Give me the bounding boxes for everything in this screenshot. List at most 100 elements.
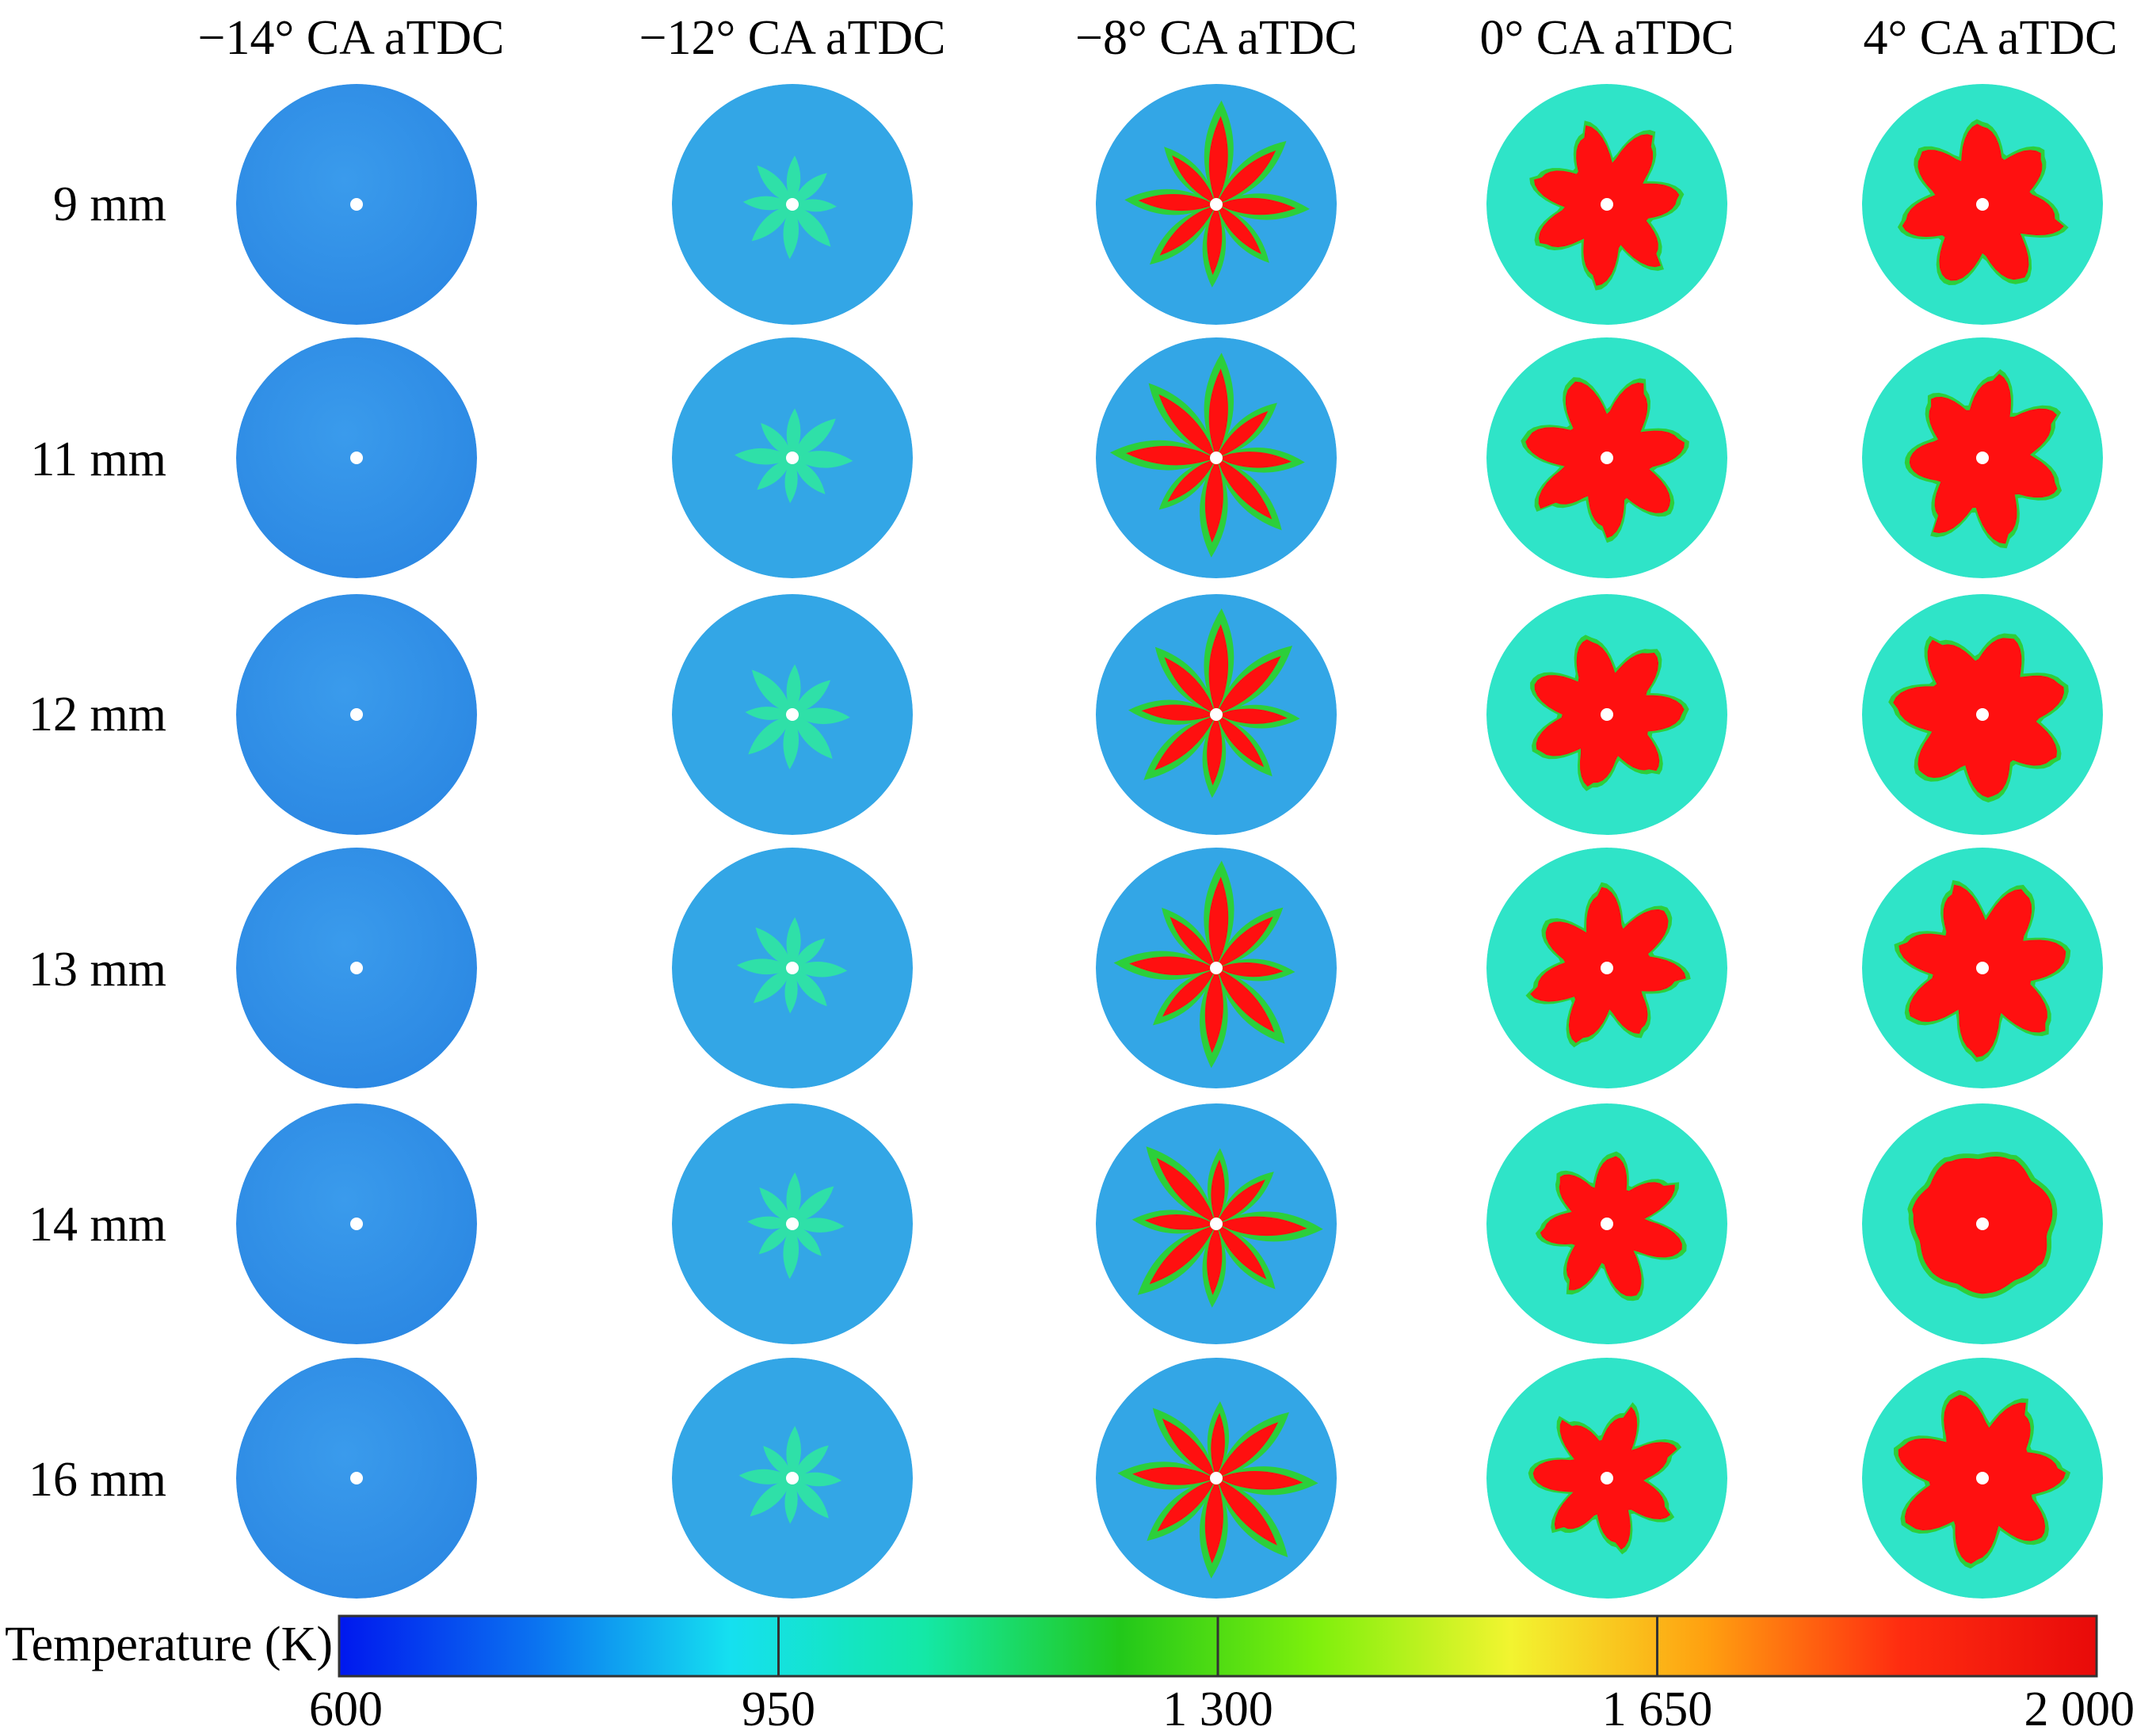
flame-lobe [792, 938, 826, 968]
flame-core [1154, 715, 1216, 771]
colorbar: Temperature (K) 600 950 1 300 1 650 2 000 [5, 1614, 2135, 1734]
flame-core [1216, 452, 1292, 468]
injector-center [786, 1218, 799, 1230]
injector-center [1976, 708, 1989, 721]
flame-lobe [792, 451, 853, 468]
temperature-map [236, 337, 477, 578]
flame-core [1138, 193, 1216, 212]
flame-lobe [792, 968, 827, 1007]
flame-lobe [763, 1446, 792, 1478]
injector-center [1210, 1218, 1223, 1230]
flame-lobe [792, 707, 850, 725]
flame-lobe [792, 1478, 829, 1519]
temperature-map [672, 594, 913, 835]
flame-lobe [792, 1445, 829, 1478]
flame-lobe [757, 165, 792, 204]
temperature-map [1862, 594, 2103, 835]
temperature-map [1862, 1103, 2103, 1344]
flame-core [1216, 458, 1273, 520]
flame-core [1159, 204, 1216, 256]
temperature-map [1486, 848, 1727, 1088]
flame-core [1216, 197, 1296, 215]
temperature-map [236, 84, 477, 325]
flame-lobe [792, 204, 831, 247]
flame-lobe [736, 958, 792, 975]
temperature-map [1862, 848, 2103, 1088]
injector-center [350, 1218, 363, 1230]
flame-core [1204, 458, 1223, 543]
flame-core [1216, 968, 1275, 1033]
flame-lobe [783, 715, 799, 770]
flame-lobe [784, 1478, 798, 1524]
injector-center [1210, 708, 1223, 721]
flame-core [1126, 445, 1216, 466]
flame-lobe [751, 669, 792, 715]
flame-core [1207, 715, 1223, 786]
temperature-map [1096, 337, 1337, 578]
temperature-map [1486, 84, 1727, 325]
flame-core [1216, 1180, 1265, 1224]
flame-core [1141, 704, 1216, 721]
temperature-map [236, 1358, 477, 1599]
flame-lobe [786, 1172, 801, 1224]
temperature-map [672, 337, 913, 578]
injector-center [1976, 198, 1989, 211]
flame-core [1208, 368, 1228, 458]
flame-lobe [735, 448, 792, 465]
flame-core [1216, 1216, 1307, 1237]
colorbar-tick-label: 950 [742, 1683, 815, 1734]
flame-lobe [786, 1426, 801, 1478]
flame-core [1132, 1466, 1216, 1485]
temperature-map-grid [236, 84, 2103, 1599]
flame-lobe [792, 458, 826, 494]
flame-core [1216, 656, 1281, 715]
row-label-1: 9 mm [53, 177, 166, 231]
flame-lobe [738, 1469, 792, 1484]
injector-center [1976, 1472, 1989, 1484]
injector-center [1210, 452, 1223, 464]
flame-lobe [792, 1472, 842, 1487]
flame-lobe [747, 1216, 792, 1229]
flame-core [1204, 968, 1223, 1054]
column-title-4: 0° CA aTDC [1479, 11, 1734, 65]
temperature-map [1862, 337, 2103, 578]
temperature-map [1096, 848, 1337, 1088]
flame-lobe [755, 927, 792, 968]
injector-center [1210, 962, 1223, 974]
injector-center [1210, 198, 1223, 211]
flame-core [1162, 1418, 1216, 1478]
injector-center [350, 708, 363, 721]
temperature-map [1862, 84, 2103, 325]
flame-lobe [786, 664, 801, 715]
injector-center [350, 1472, 363, 1484]
flame-lobe [751, 204, 792, 242]
injector-center [1601, 1472, 1613, 1484]
flame-lobe [742, 196, 792, 211]
temperature-map [236, 594, 477, 835]
flame-core [1208, 624, 1229, 715]
flame-core [1216, 962, 1284, 978]
colorbar-tick-label: 600 [309, 1683, 383, 1734]
flame-lobe [792, 418, 836, 458]
injector-center [350, 452, 363, 464]
flame-lobe [792, 680, 831, 715]
flame-lobe [783, 204, 799, 259]
temperature-map [1096, 1358, 1337, 1599]
flame-core [1156, 1157, 1216, 1224]
temperature-map [236, 848, 477, 1088]
flame-lobe [758, 1224, 792, 1255]
flame-lobe [786, 917, 801, 968]
flame-lobe [783, 1224, 799, 1279]
row-labels: 9 mm 11 mm 12 mm 13 mm 14 mm 16 mm [29, 177, 166, 1507]
temperature-map [1096, 84, 1337, 325]
flame-lobe [750, 1478, 792, 1517]
flame-core [1216, 917, 1273, 968]
flame-lobe [748, 715, 792, 755]
flame-core [1208, 116, 1228, 204]
flame-core [1216, 1478, 1277, 1545]
row-label-3: 12 mm [29, 688, 166, 741]
temperature-map [1862, 1358, 2103, 1599]
temperature-map [672, 1358, 913, 1599]
flame-lobe [792, 1186, 834, 1224]
